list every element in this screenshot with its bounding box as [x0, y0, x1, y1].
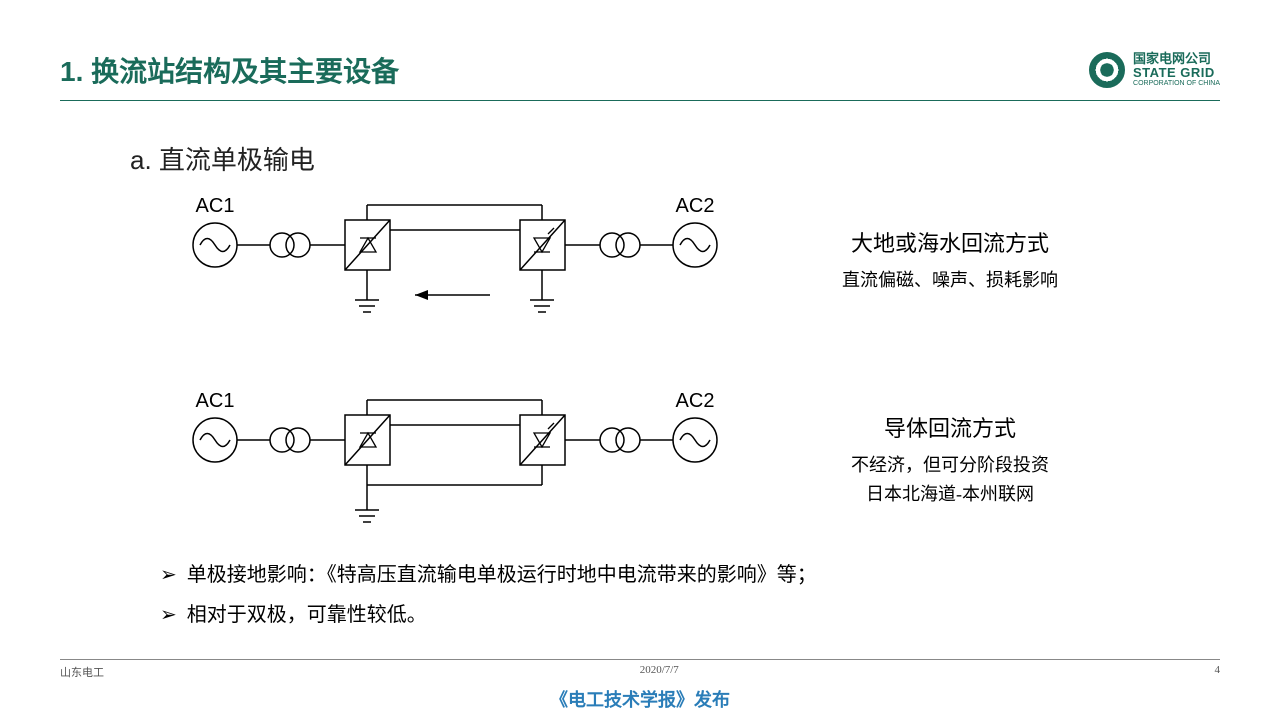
footer-date: 2020/7/7 — [640, 664, 679, 680]
bullet-1: ➢ 单极接地影响：《特高压直流输电单极运行时地中电流带来的影响》等； — [160, 555, 817, 595]
bullet-1-text: 单极接地影响：《特高压直流输电单极运行时地中电流带来的影响》等； — [187, 555, 817, 595]
logo-cn: 国家电网公司 — [1133, 52, 1220, 66]
bullet-marker-icon: ➢ — [160, 555, 177, 595]
logo-text: 国家电网公司 STATE GRID CORPORATION OF CHINA — [1133, 52, 1220, 88]
bullet-2-text: 相对于双极，可靠性较低。 — [187, 595, 427, 635]
page-title: 1. 换流站结构及其主要设备 — [60, 50, 399, 90]
publish-label: 《电工技术学报》发布 — [0, 686, 1280, 712]
bullets: ➢ 单极接地影响：《特高压直流输电单极运行时地中电流带来的影响》等； ➢ 相对于… — [160, 555, 817, 635]
circuit-row-earth: AC1 AC2 — [170, 190, 1100, 330]
footer-left: 山东电工 — [60, 664, 104, 680]
bullet-marker-icon: ➢ — [160, 595, 177, 635]
annot-conductor: 导体回流方式 不经济，但可分阶段投资 日本北海道-本州联网 — [800, 411, 1100, 509]
footer-page: 4 — [1215, 664, 1221, 680]
footer: 山东电工 2020/7/7 4 — [60, 659, 1220, 680]
label-ac2-2: AC2 — [676, 390, 715, 412]
annot-earth-note: 直流偏磁、噪声、损耗影响 — [800, 266, 1100, 295]
state-grid-logo: 国家电网公司 STATE GRID CORPORATION OF CHINA — [1089, 52, 1220, 88]
label-ac1-2: AC1 — [196, 390, 235, 412]
circuit-row-conductor: AC1 AC2 — [170, 385, 1100, 535]
logo-en: STATE GRID — [1133, 66, 1220, 80]
circuit-svg-conductor: AC1 AC2 — [170, 385, 740, 535]
annot-conductor-note2: 日本北海道-本州联网 — [800, 480, 1100, 509]
annot-earth-title: 大地或海水回流方式 — [800, 226, 1100, 258]
header-bar: 1. 换流站结构及其主要设备 国家电网公司 STATE GRID CORPORA… — [60, 50, 1220, 101]
annot-conductor-note1: 不经济，但可分阶段投资 — [800, 451, 1100, 480]
label-ac2: AC2 — [676, 195, 715, 217]
bullet-2: ➢ 相对于双极，可靠性较低。 — [160, 595, 817, 635]
annot-conductor-title: 导体回流方式 — [800, 411, 1100, 443]
annot-earth: 大地或海水回流方式 直流偏磁、噪声、损耗影响 — [800, 226, 1100, 295]
logo-icon — [1089, 52, 1125, 88]
label-ac1: AC1 — [196, 195, 235, 217]
subtitle: a. 直流单极输电 — [130, 140, 315, 177]
diagram-area: AC1 AC2 — [170, 190, 1100, 590]
circuit-svg-earth: AC1 AC2 — [170, 190, 740, 330]
logo-sub: CORPORATION OF CHINA — [1133, 80, 1220, 88]
